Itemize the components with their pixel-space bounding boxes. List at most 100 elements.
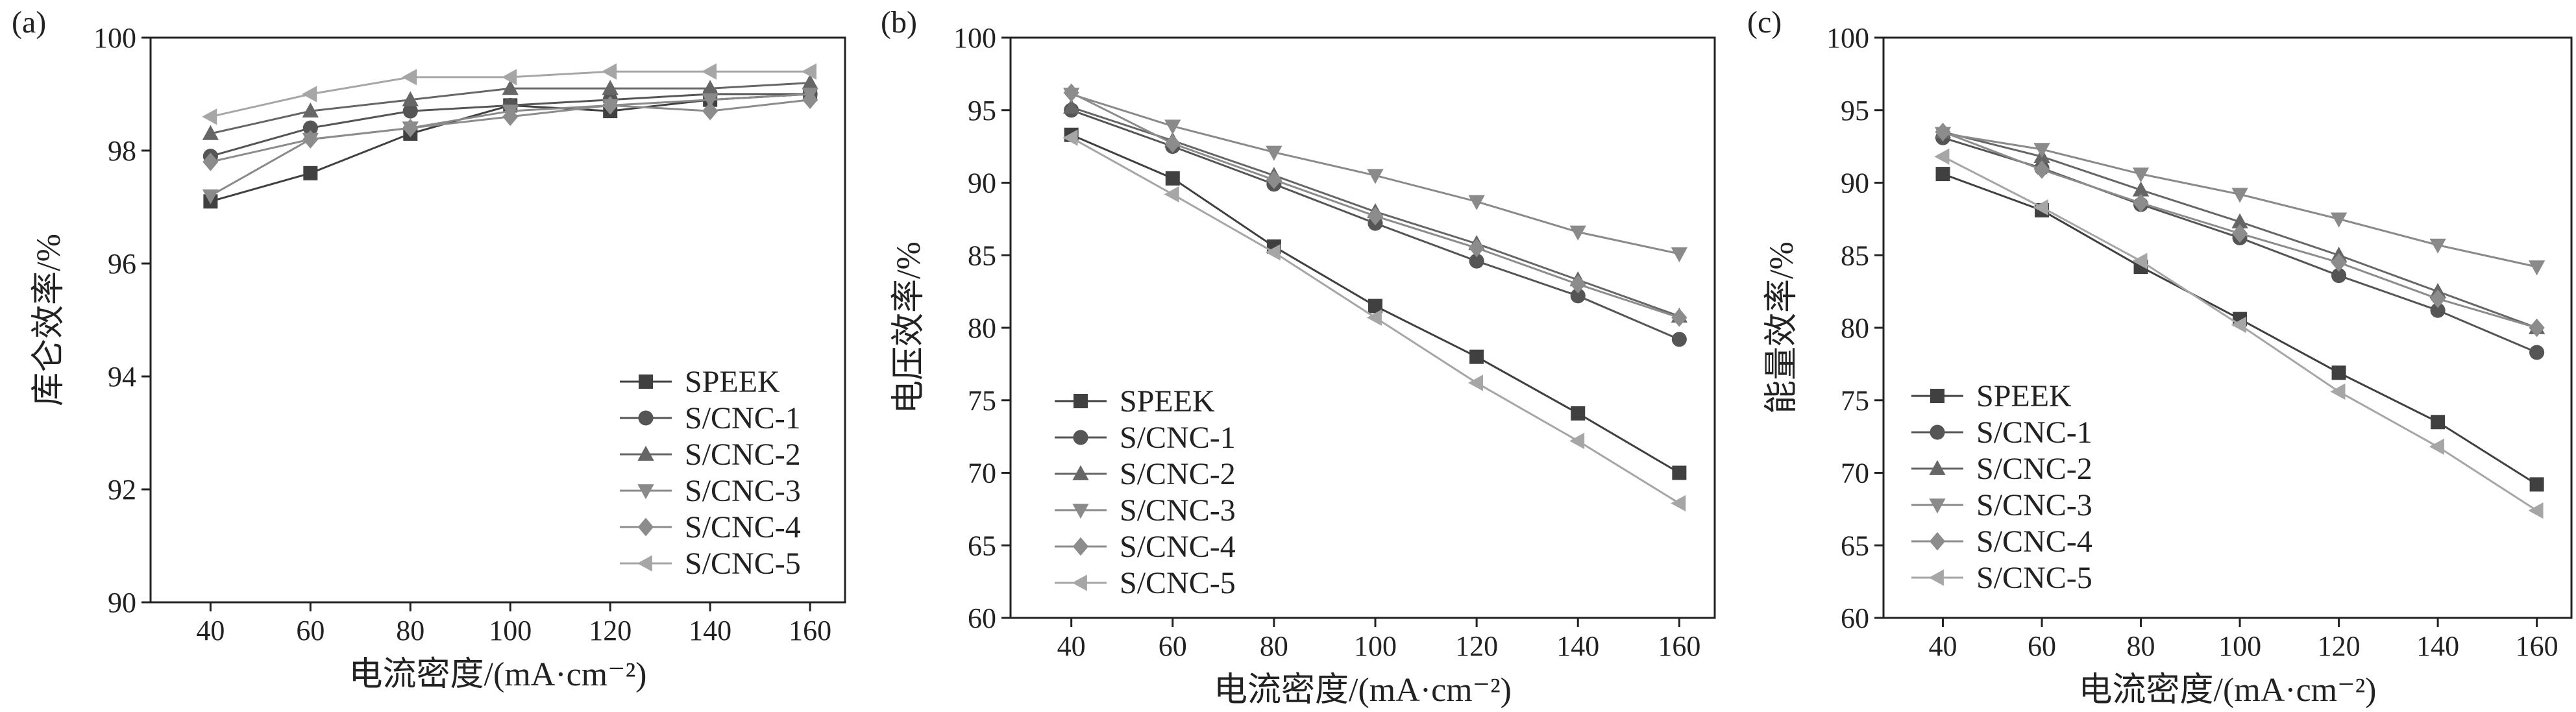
x-tick-label: 80 [2127, 630, 2155, 662]
series-5 [1935, 122, 2545, 338]
data-point [202, 108, 217, 125]
data-point [2528, 260, 2545, 276]
data-point [1671, 495, 1686, 512]
legend-label: S/CNC-5 [1976, 561, 2092, 595]
plot-frame [1009, 36, 1716, 619]
data-point [2528, 502, 2544, 519]
data-point [2132, 167, 2150, 183]
data-point [702, 101, 718, 121]
data-point [2431, 415, 2446, 430]
y-tick-label: 100 [1826, 22, 1869, 54]
legend-marker [637, 517, 654, 537]
series-3 [202, 74, 818, 140]
y-tick-label: 60 [968, 602, 996, 634]
data-point [2430, 302, 2446, 318]
x-tick-label: 120 [589, 615, 632, 646]
legend-label: S/CNC-3 [1976, 488, 2092, 522]
data-point [602, 63, 617, 80]
x-tick-label: 40 [1929, 630, 1957, 662]
x-tick-label: 60 [2028, 630, 2056, 662]
data-point [303, 166, 318, 180]
data-point [402, 91, 419, 106]
data-point [701, 63, 717, 80]
y-tick-label: 85 [1841, 239, 1869, 271]
y-tick-label: 60 [1841, 602, 1869, 634]
data-point [202, 189, 219, 204]
y-tick-label: 65 [968, 530, 996, 561]
data-point [1368, 299, 1383, 313]
plot-frame [149, 36, 846, 604]
legend-marker [1073, 430, 1088, 445]
y-tick-label: 80 [968, 312, 996, 344]
data-point [1266, 145, 1282, 161]
series-4 [1063, 88, 1688, 263]
x-tick-label: 160 [1658, 630, 1700, 662]
data-point [402, 69, 417, 86]
data-point [2133, 193, 2149, 213]
y-tick-label: 90 [108, 587, 136, 619]
data-point [1671, 332, 1687, 347]
y-tick-label: 100 [93, 22, 136, 54]
y-tick-label: 100 [953, 22, 996, 54]
data-point [1366, 309, 1382, 326]
data-point [702, 93, 718, 108]
data-point [1468, 195, 1485, 210]
panel-label: (b) [881, 5, 917, 40]
legend-label: S/CNC-2 [1976, 452, 2092, 486]
data-point [602, 80, 619, 95]
data-point [1164, 134, 1181, 153]
y-tick-label: 90 [968, 167, 996, 199]
legend-marker [1930, 389, 1944, 403]
x-tick-label: 100 [489, 615, 532, 646]
data-point [1266, 170, 1282, 190]
series-6 [1934, 148, 2544, 519]
data-point [502, 80, 519, 95]
y-tick-label: 75 [968, 385, 996, 417]
data-point [1934, 148, 1950, 165]
x-axis-title: 电流密度/(mA·cm⁻²) [2079, 672, 2377, 709]
x-tick-label: 80 [1260, 630, 1288, 662]
series-1 [1064, 127, 1687, 480]
data-point [2330, 212, 2348, 228]
series-6 [202, 63, 817, 125]
legend-label: S/CNC-2 [1120, 457, 1236, 491]
data-point [2430, 289, 2446, 308]
legend-label: S/CNC-5 [685, 546, 801, 581]
x-tick-label: 140 [1556, 630, 1599, 662]
legend-label: S/CNC-5 [1120, 566, 1236, 600]
x-tick-label: 120 [1455, 630, 1498, 662]
legend-label: S/CNC-2 [685, 437, 801, 472]
data-point [302, 120, 318, 136]
legend-label: S/CNC-1 [1976, 415, 2092, 450]
data-point [2529, 345, 2545, 360]
y-tick-label: 85 [968, 239, 996, 271]
series-4 [202, 88, 818, 204]
data-point [1571, 406, 1586, 421]
x-tick-label: 160 [2516, 630, 2558, 662]
data-point [2429, 438, 2445, 455]
legend-marker [1072, 465, 1089, 480]
data-point [402, 103, 418, 119]
data-point [1935, 167, 1950, 182]
data-point [2529, 318, 2545, 338]
data-point [1063, 83, 1079, 103]
data-point [1671, 308, 1687, 327]
data-point [1672, 465, 1687, 480]
data-point [2231, 224, 2248, 243]
x-tick-label: 140 [2416, 630, 2459, 662]
x-tick-label: 80 [396, 615, 424, 646]
legend-marker [637, 555, 652, 572]
legend-label: S/CNC-4 [685, 510, 801, 545]
data-point [302, 86, 317, 103]
x-axis-title: 电流密度/(mA·cm⁻²) [349, 656, 647, 693]
x-tick-label: 140 [689, 615, 731, 646]
series-5 [1063, 83, 1687, 327]
data-point [2331, 365, 2346, 380]
data-point [402, 118, 419, 138]
series-4 [1934, 127, 2545, 276]
x-tick-label: 40 [196, 615, 225, 646]
y-tick-label: 94 [108, 361, 136, 393]
data-point [1671, 247, 1688, 263]
data-point [302, 130, 319, 149]
